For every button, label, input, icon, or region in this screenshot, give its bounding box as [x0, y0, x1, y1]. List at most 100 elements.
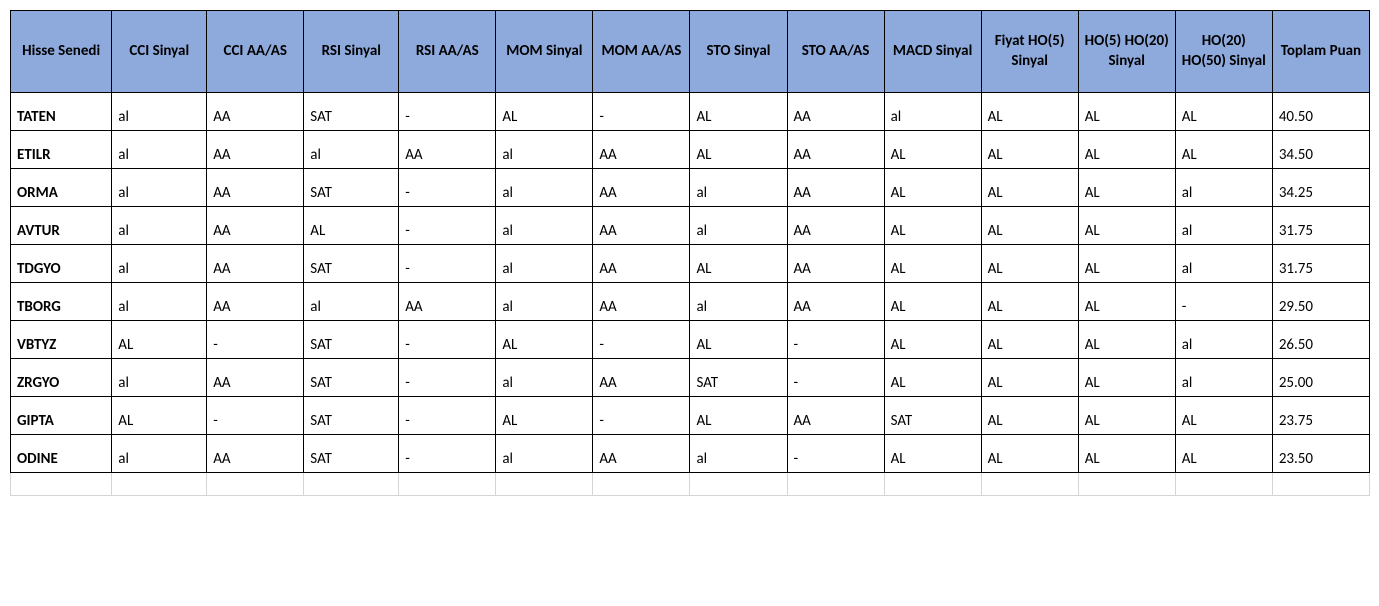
value-cell: AL [1078, 321, 1175, 359]
value-cell: AA [207, 93, 304, 131]
value-cell: AL [1078, 359, 1175, 397]
value-cell: AA [787, 131, 884, 169]
value-cell: al [1175, 245, 1272, 283]
value-cell: AL [1078, 397, 1175, 435]
value-cell: - [207, 397, 304, 435]
value-cell: AL [884, 283, 981, 321]
value-cell: al [112, 169, 207, 207]
value-cell: AA [593, 207, 690, 245]
col-header-cci-aaas: CCI AA/AS [207, 11, 304, 93]
table-row: VBTYZAL-SAT-AL-AL-ALALALal26.50 [11, 321, 1370, 359]
ticker-cell: ZRGYO [11, 359, 112, 397]
value-cell: AL [1078, 245, 1175, 283]
value-cell: AL [1078, 207, 1175, 245]
value-cell: al [496, 245, 593, 283]
value-cell: SAT [884, 397, 981, 435]
value-cell: SAT [304, 169, 399, 207]
table-row: ORMAalAASAT-alAAalAAALALALal34.25 [11, 169, 1370, 207]
value-cell: - [399, 245, 496, 283]
table-row: ODINEalAASAT-alAAal-ALALALAL23.50 [11, 435, 1370, 473]
value-cell: al [112, 131, 207, 169]
value-cell: AL [884, 359, 981, 397]
value-cell: al [496, 283, 593, 321]
ticker-cell: TBORG [11, 283, 112, 321]
value-cell: AL [884, 169, 981, 207]
table-row: ETILRalAAalAAalAAALAAALALALAL34.50 [11, 131, 1370, 169]
col-header-fiyat-ho5: Fiyat HO(5) Sinyal [981, 11, 1078, 93]
col-header-sto-aaas: STO AA/AS [787, 11, 884, 93]
value-cell: AL [112, 321, 207, 359]
col-header-sto-sinyal: STO Sinyal [690, 11, 787, 93]
value-cell: AL [1078, 283, 1175, 321]
value-cell: AA [207, 435, 304, 473]
value-cell: SAT [304, 93, 399, 131]
value-cell: al [884, 93, 981, 131]
value-cell: AL [981, 321, 1078, 359]
col-header-cci-sinyal: CCI Sinyal [112, 11, 207, 93]
value-cell: al [690, 169, 787, 207]
table-row: GIPTAAL-SAT-AL-ALAASATALALAL23.75 [11, 397, 1370, 435]
ticker-cell: ORMA [11, 169, 112, 207]
value-cell: 23.75 [1272, 397, 1369, 435]
value-cell: al [496, 359, 593, 397]
value-cell: AA [593, 131, 690, 169]
value-cell: al [496, 169, 593, 207]
value-cell: AA [787, 283, 884, 321]
value-cell: AA [207, 359, 304, 397]
col-header-macd-sinyal: MACD Sinyal [884, 11, 981, 93]
value-cell: al [496, 131, 593, 169]
value-cell: AL [884, 245, 981, 283]
value-cell: AA [399, 131, 496, 169]
ticker-cell: TDGYO [11, 245, 112, 283]
value-cell: SAT [304, 321, 399, 359]
value-cell: - [787, 359, 884, 397]
value-cell: - [399, 169, 496, 207]
value-cell: 23.50 [1272, 435, 1369, 473]
value-cell: AL [1175, 435, 1272, 473]
value-cell: AA [593, 359, 690, 397]
value-cell: AA [593, 245, 690, 283]
value-cell: AA [593, 435, 690, 473]
value-cell: 34.25 [1272, 169, 1369, 207]
col-header-hisse: Hisse Senedi [11, 11, 112, 93]
value-cell: 25.00 [1272, 359, 1369, 397]
header-row: Hisse Senedi CCI Sinyal CCI AA/AS RSI Si… [11, 11, 1370, 93]
value-cell: al [304, 131, 399, 169]
col-header-rsi-aaas: RSI AA/AS [399, 11, 496, 93]
ticker-cell: ETILR [11, 131, 112, 169]
ticker-cell: TATEN [11, 93, 112, 131]
value-cell: AL [884, 131, 981, 169]
value-cell: al [690, 207, 787, 245]
value-cell: AA [787, 169, 884, 207]
value-cell: AA [207, 207, 304, 245]
ticker-cell: ODINE [11, 435, 112, 473]
table-row: TATENalAASAT-AL-ALAAalALALAL40.50 [11, 93, 1370, 131]
value-cell: - [787, 321, 884, 359]
value-cell: - [593, 93, 690, 131]
value-cell: al [690, 283, 787, 321]
value-cell: AL [981, 435, 1078, 473]
value-cell: - [399, 359, 496, 397]
col-header-ho5-ho20: HO(5) HO(20) Sinyal [1078, 11, 1175, 93]
value-cell: AL [1175, 131, 1272, 169]
table-row: ZRGYOalAASAT-alAASAT-ALALALal25.00 [11, 359, 1370, 397]
value-cell: al [112, 359, 207, 397]
ticker-cell: AVTUR [11, 207, 112, 245]
value-cell: - [207, 321, 304, 359]
value-cell: 34.50 [1272, 131, 1369, 169]
value-cell: AL [981, 397, 1078, 435]
col-header-ho20-ho50: HO(20) HO(50) Sinyal [1175, 11, 1272, 93]
value-cell: AA [207, 283, 304, 321]
value-cell: AL [496, 397, 593, 435]
value-cell: - [787, 435, 884, 473]
value-cell: AL [981, 169, 1078, 207]
value-cell: al [112, 283, 207, 321]
value-cell: 26.50 [1272, 321, 1369, 359]
value-cell: SAT [304, 435, 399, 473]
col-header-mom-sinyal: MOM Sinyal [496, 11, 593, 93]
value-cell: al [112, 207, 207, 245]
col-header-toplam: Toplam Puan [1272, 11, 1369, 93]
col-header-rsi-sinyal: RSI Sinyal [304, 11, 399, 93]
value-cell: 31.75 [1272, 207, 1369, 245]
value-cell: al [496, 435, 593, 473]
